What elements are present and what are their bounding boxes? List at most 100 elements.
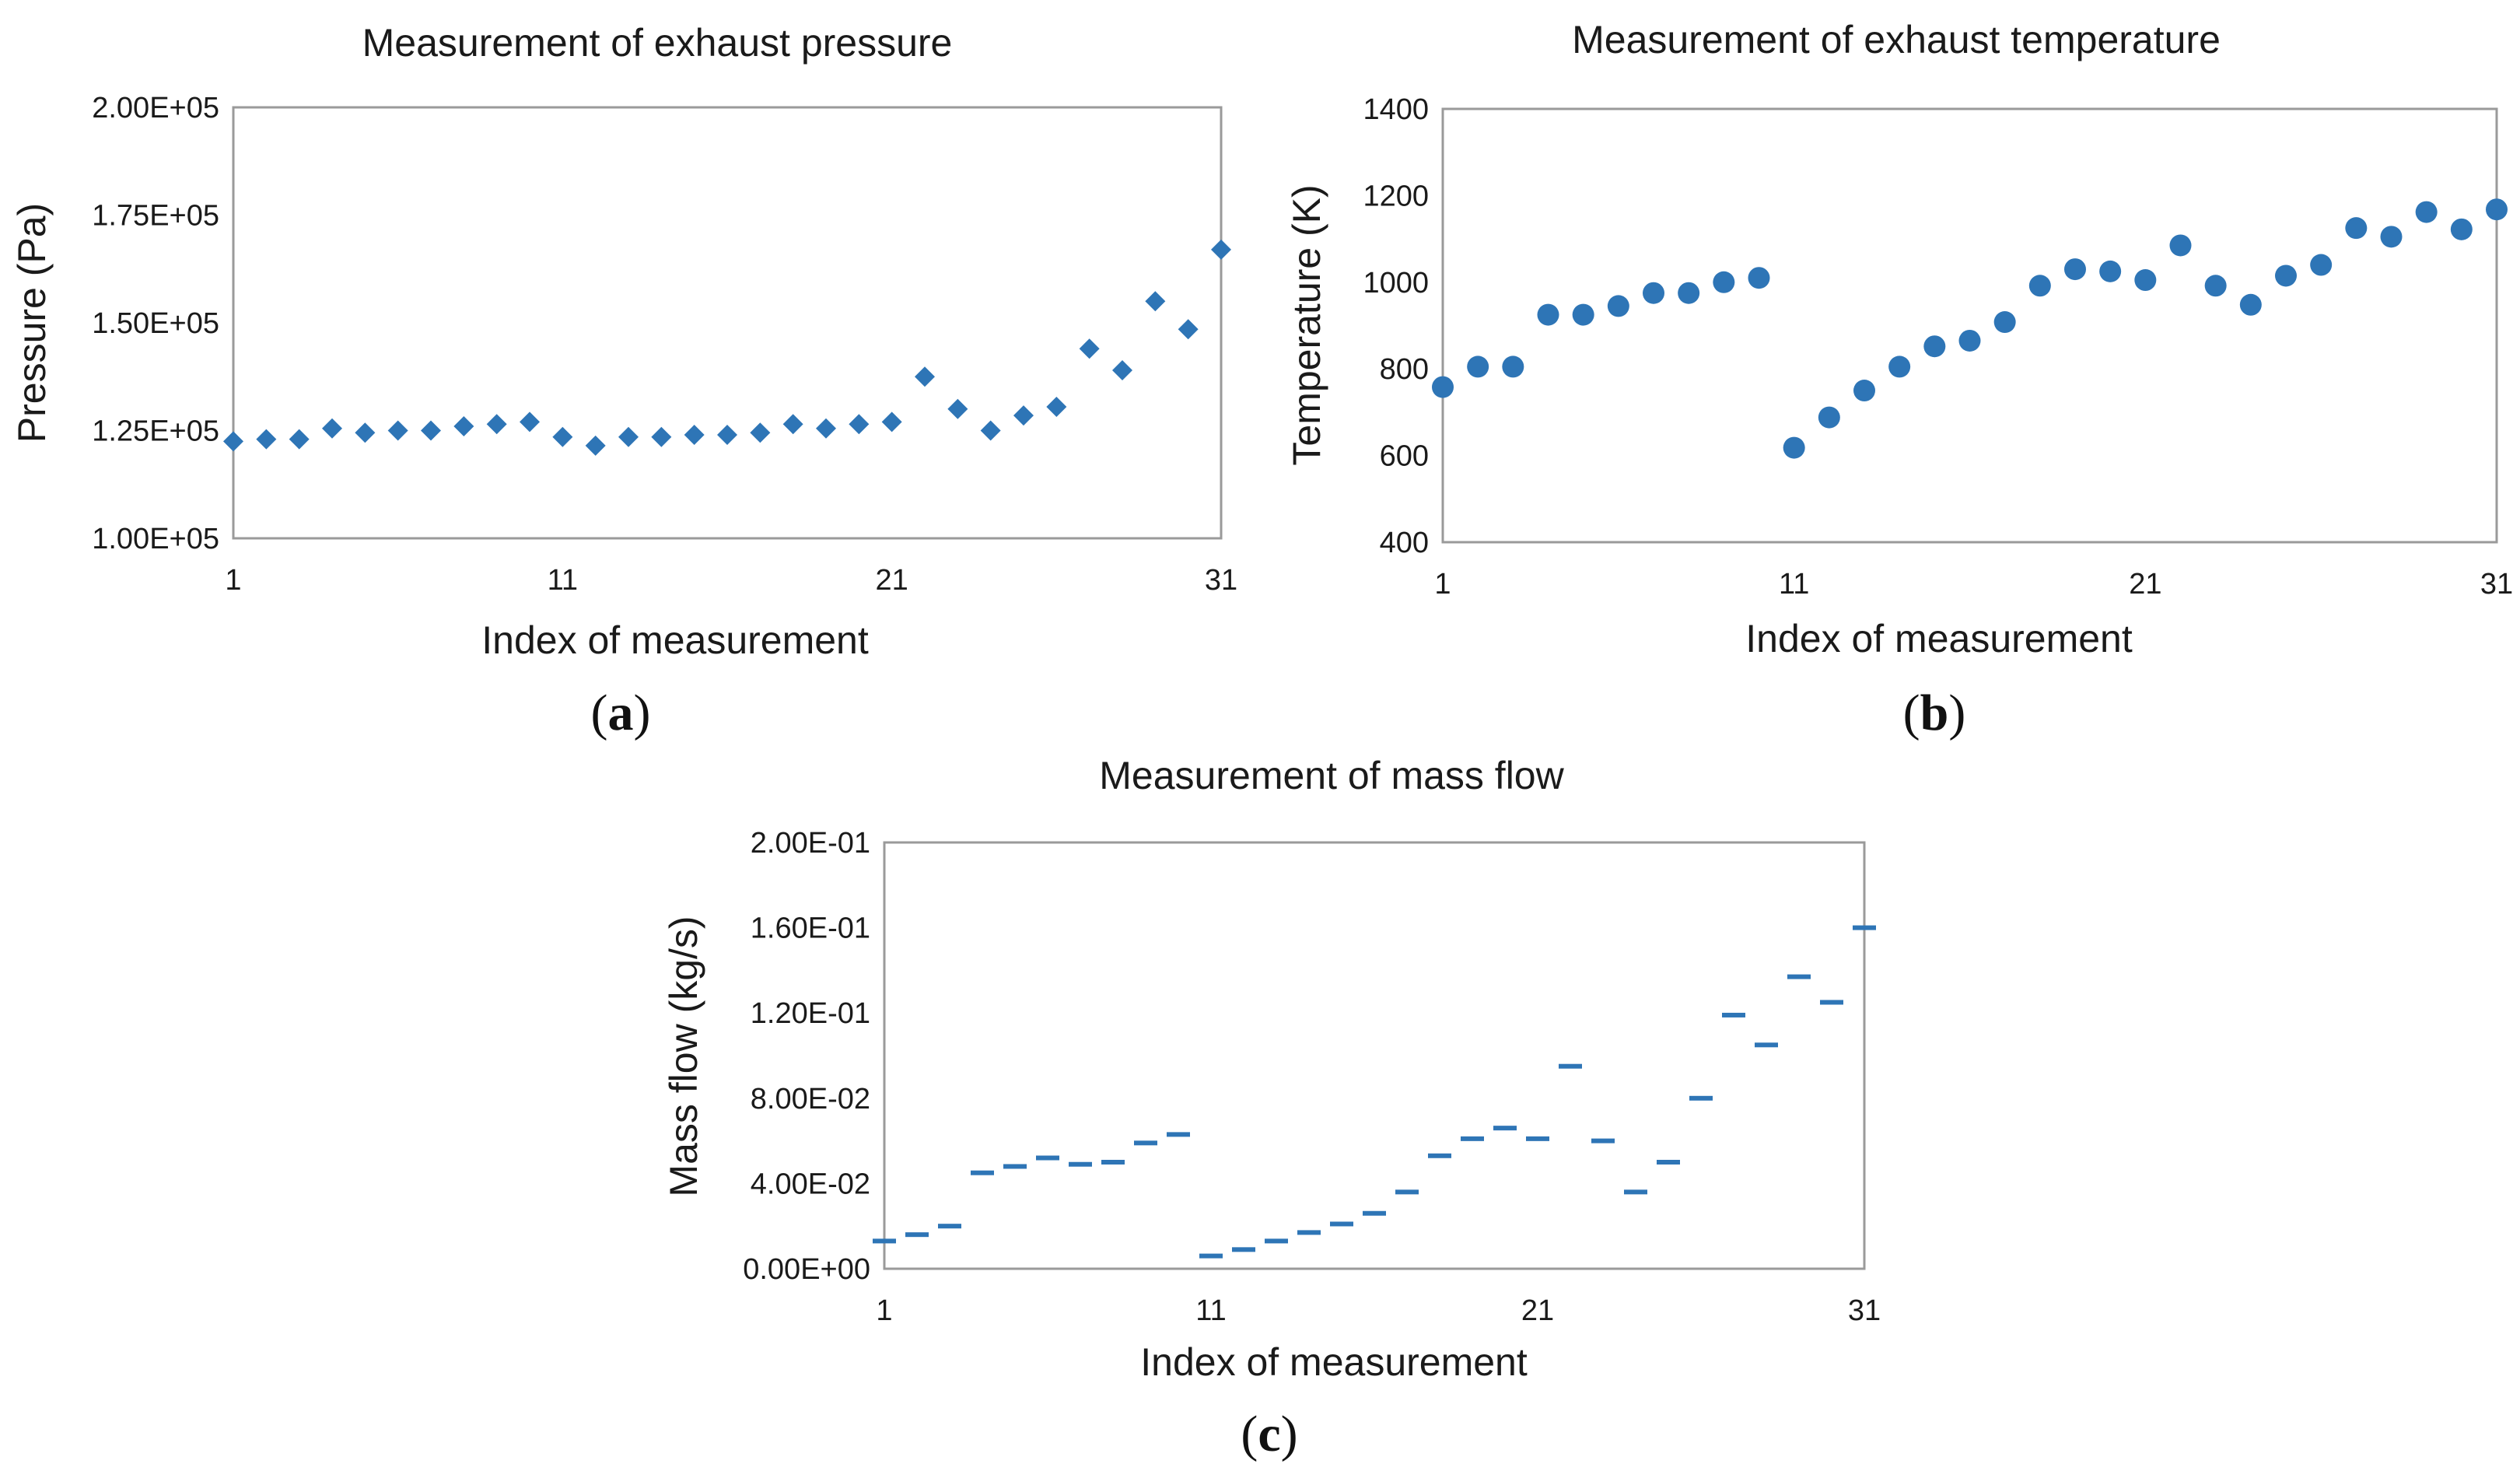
chart-panel-a: Measurement of exhaust pressure 1.00E+05…: [10, 21, 1237, 741]
data-points: [873, 925, 1876, 1259]
data-point: [223, 431, 243, 452]
x-tick-label: 11: [548, 564, 578, 597]
x-tick-labels: 1 11 21 31: [1434, 568, 2513, 601]
data-point: [1199, 1253, 1223, 1259]
data-point: [1178, 319, 1199, 340]
data-points: [1432, 198, 2508, 459]
x-axis-label: Index of measurement: [1140, 1340, 1528, 1384]
x-tick-label: 31: [1205, 564, 1237, 597]
y-axis-label: Pressure (Pa): [10, 203, 54, 443]
panel-caption: (c): [1241, 1406, 1297, 1462]
y-tick-label: 2.00E+05: [92, 92, 219, 124]
y-tick-label: 1.25E+05: [92, 415, 219, 448]
data-point: [1003, 1164, 1027, 1169]
data-point: [1265, 1238, 1288, 1244]
chart-panel-c: Measurement of mass flow 0.00E+00 4.00E-0…: [662, 754, 1881, 1462]
data-point: [816, 418, 836, 439]
data-point: [355, 422, 376, 443]
y-tick-label: 0.00E+00: [743, 1253, 870, 1286]
y-tick-labels: 0.00E+00 4.00E-02 8.00E-02 1.20E-01 1.60E-01…: [743, 827, 870, 1286]
data-point: [873, 1238, 896, 1244]
x-tick-label: 31: [2480, 568, 2513, 601]
data-point: [618, 426, 639, 447]
y-tick-label: 400: [1380, 527, 1429, 559]
data-point: [1363, 1210, 1386, 1216]
data-point: [1787, 974, 1811, 979]
data-point: [1748, 267, 1770, 289]
y-tick-label: 1000: [1363, 267, 1429, 299]
data-point: [1572, 303, 1594, 326]
data-point: [1689, 1095, 1713, 1101]
data-point: [1526, 1136, 1549, 1141]
x-tick-label: 1: [876, 1294, 892, 1327]
y-tick-label: 1.50E+05: [92, 307, 219, 340]
x-tick-labels: 1 11 21 31: [876, 1294, 1881, 1327]
data-point: [585, 435, 606, 456]
data-point: [915, 366, 935, 387]
caption-close: ): [634, 685, 651, 741]
data-point: [1591, 1138, 1615, 1144]
data-point: [1657, 1160, 1680, 1165]
y-tick-label: 1400: [1363, 93, 1429, 126]
data-point: [2345, 217, 2368, 240]
data-point: [1820, 1000, 1843, 1005]
data-point: [1167, 1132, 1190, 1137]
caption-letter: b: [1920, 685, 1949, 741]
y-tick-labels: 1.00E+05 1.25E+05 1.50E+05 1.75E+05 2.00E+05: [92, 92, 219, 555]
data-point: [1467, 355, 1489, 378]
y-tick-labels: 400 600 800 1000 1200 1400: [1363, 93, 1429, 559]
x-tick-label: 31: [1848, 1294, 1881, 1327]
chart-title: Measurement of exhaust temperature: [1572, 18, 2221, 61]
caption-close: ): [1281, 1406, 1298, 1462]
y-axis-label: Mass flow (kg/s): [662, 916, 705, 1196]
data-point: [750, 422, 771, 443]
data-point: [1145, 291, 1166, 312]
y-axis-label: Temperature (K): [1285, 184, 1328, 465]
data-point: [684, 425, 705, 446]
plot-frame: [232, 106, 1223, 540]
x-axis-label: Index of measurement: [481, 618, 869, 662]
data-point: [2415, 201, 2438, 223]
data-point: [2204, 275, 2227, 297]
data-point: [1134, 1140, 1157, 1146]
x-tick-label: 1: [225, 564, 241, 597]
data-point: [1493, 1126, 1517, 1131]
data-point: [1713, 271, 1735, 293]
data-point: [1232, 1247, 1255, 1252]
x-tick-label: 11: [1779, 568, 1809, 601]
data-point: [1432, 376, 1454, 398]
data-points: [223, 239, 1231, 456]
data-point: [2450, 218, 2473, 240]
data-point: [322, 418, 342, 439]
caption-close: ): [1948, 685, 1965, 741]
y-tick-label: 1.00E+05: [92, 523, 219, 555]
y-tick-label: 8.00E-02: [751, 1083, 870, 1116]
caption-open: (: [1903, 685, 1920, 741]
data-point: [1428, 1153, 1451, 1158]
data-point: [1993, 311, 2016, 334]
data-point: [1297, 1230, 1321, 1235]
x-tick-labels: 1 11 21 31: [225, 564, 1237, 597]
caption-letter: c: [1258, 1406, 1280, 1462]
caption-open: (: [1241, 1406, 1258, 1462]
y-tick-label: 800: [1380, 353, 1429, 386]
y-tick-label: 2.00E-01: [751, 827, 870, 860]
data-point: [1013, 405, 1034, 426]
plot-frame: [883, 841, 1866, 1270]
y-tick-label: 1.60E-01: [751, 912, 870, 945]
plot-frame: [1441, 107, 2498, 544]
data-point: [1079, 338, 1100, 359]
data-point: [1036, 1155, 1059, 1161]
x-tick-label: 1: [1434, 568, 1451, 601]
y-tick-label: 1200: [1363, 180, 1429, 212]
data-point: [1923, 335, 1946, 358]
data-point: [2028, 275, 2051, 297]
data-point: [849, 414, 870, 435]
data-point: [1678, 282, 1700, 304]
data-point: [486, 414, 507, 435]
y-tick-label: 1.20E-01: [751, 997, 870, 1030]
data-point: [1755, 1042, 1778, 1048]
caption-letter: a: [608, 685, 634, 741]
y-tick-label: 600: [1380, 440, 1429, 473]
